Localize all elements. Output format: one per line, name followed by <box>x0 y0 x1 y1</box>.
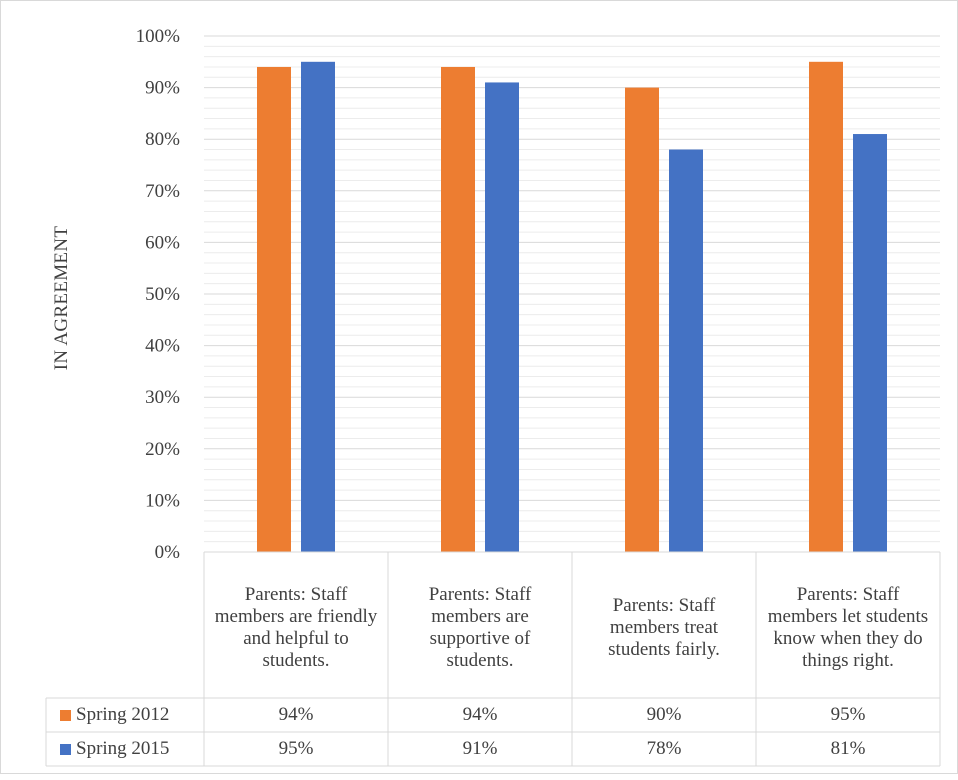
legend-label: Spring 2015 <box>76 738 170 759</box>
data-table-value: 94% <box>278 704 314 725</box>
bar-spring-2012 <box>441 66 475 553</box>
legend-swatch <box>60 709 71 721</box>
data-table-value: 90% <box>646 704 682 725</box>
y-tick-label: 10% <box>145 490 180 511</box>
bar-spring-2012 <box>809 61 843 553</box>
y-tick-label: 60% <box>145 232 180 253</box>
x-category-label: Parents: Staff members treat students fa… <box>608 595 720 660</box>
bar-spring-2015 <box>669 149 703 552</box>
data-table-value: 91% <box>462 738 498 759</box>
y-tick-label: 50% <box>145 284 180 305</box>
legend-swatch <box>60 743 71 755</box>
y-tick-label: 30% <box>145 387 180 408</box>
y-tick-label: 0% <box>155 542 181 563</box>
y-tick-label: 70% <box>145 181 180 202</box>
bar-spring-2012 <box>257 66 291 553</box>
legend-label: Spring 2012 <box>76 704 170 725</box>
x-category-label: Parents: Staff members are friendly and … <box>214 584 378 671</box>
data-table-value: 95% <box>278 738 314 759</box>
y-tick-label: 40% <box>145 336 180 357</box>
bar-spring-2015 <box>853 134 887 553</box>
bar-spring-2015 <box>485 82 519 552</box>
data-table-value: 94% <box>462 704 498 725</box>
data-table-value: 95% <box>830 704 866 725</box>
legend-entry: Spring 2012 <box>46 698 204 732</box>
legend-entry: Spring 2015 <box>46 732 204 766</box>
bar-spring-2015 <box>301 61 335 553</box>
y-tick-label: 100% <box>136 26 181 47</box>
x-category-label: Parents: Staff members are supportive of… <box>428 584 532 671</box>
data-table-value: 78% <box>646 738 682 759</box>
bar-spring-2012 <box>625 87 659 552</box>
y-tick-label: 20% <box>145 439 180 460</box>
y-tick-label: 90% <box>145 78 180 99</box>
y-tick-label: 80% <box>145 129 180 150</box>
y-axis-label: IN AGREEMENT <box>51 225 72 371</box>
data-table-value: 81% <box>830 738 866 759</box>
x-category-label: Parents: Staff members let students know… <box>767 584 929 671</box>
